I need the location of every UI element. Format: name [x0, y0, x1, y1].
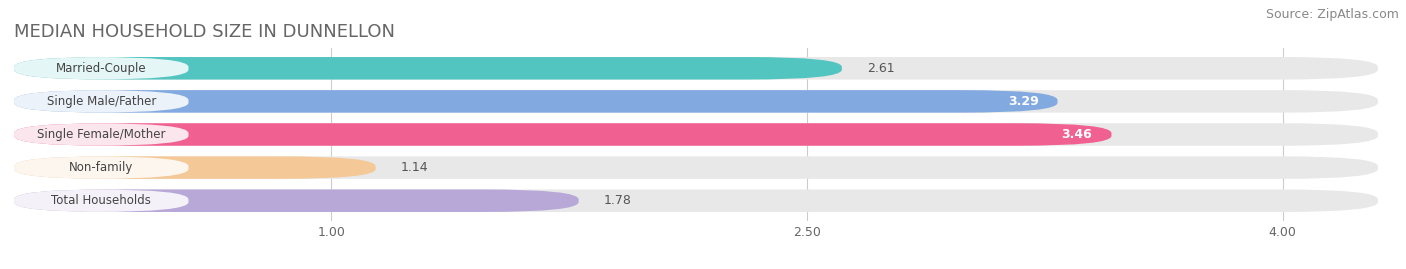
- FancyBboxPatch shape: [14, 90, 1378, 113]
- Text: 1.78: 1.78: [605, 194, 631, 207]
- Text: 1.14: 1.14: [401, 161, 429, 174]
- FancyBboxPatch shape: [14, 90, 188, 113]
- FancyBboxPatch shape: [14, 57, 1378, 80]
- Text: Non-family: Non-family: [69, 161, 134, 174]
- Text: 3.29: 3.29: [1008, 95, 1039, 108]
- FancyBboxPatch shape: [14, 123, 1378, 146]
- FancyBboxPatch shape: [14, 156, 188, 179]
- FancyBboxPatch shape: [14, 123, 1112, 146]
- Text: Source: ZipAtlas.com: Source: ZipAtlas.com: [1265, 8, 1399, 21]
- Text: Married-Couple: Married-Couple: [56, 62, 146, 75]
- FancyBboxPatch shape: [14, 90, 1057, 113]
- Text: Single Male/Father: Single Male/Father: [46, 95, 156, 108]
- Text: Total Households: Total Households: [52, 194, 152, 207]
- FancyBboxPatch shape: [14, 123, 188, 146]
- FancyBboxPatch shape: [14, 189, 188, 212]
- FancyBboxPatch shape: [14, 156, 1378, 179]
- Text: MEDIAN HOUSEHOLD SIZE IN DUNNELLON: MEDIAN HOUSEHOLD SIZE IN DUNNELLON: [14, 23, 395, 41]
- Text: 2.61: 2.61: [868, 62, 894, 75]
- FancyBboxPatch shape: [14, 57, 842, 80]
- FancyBboxPatch shape: [14, 156, 375, 179]
- FancyBboxPatch shape: [14, 189, 579, 212]
- Text: 3.46: 3.46: [1062, 128, 1092, 141]
- FancyBboxPatch shape: [14, 57, 188, 80]
- Text: Single Female/Mother: Single Female/Mother: [37, 128, 166, 141]
- FancyBboxPatch shape: [14, 189, 1378, 212]
